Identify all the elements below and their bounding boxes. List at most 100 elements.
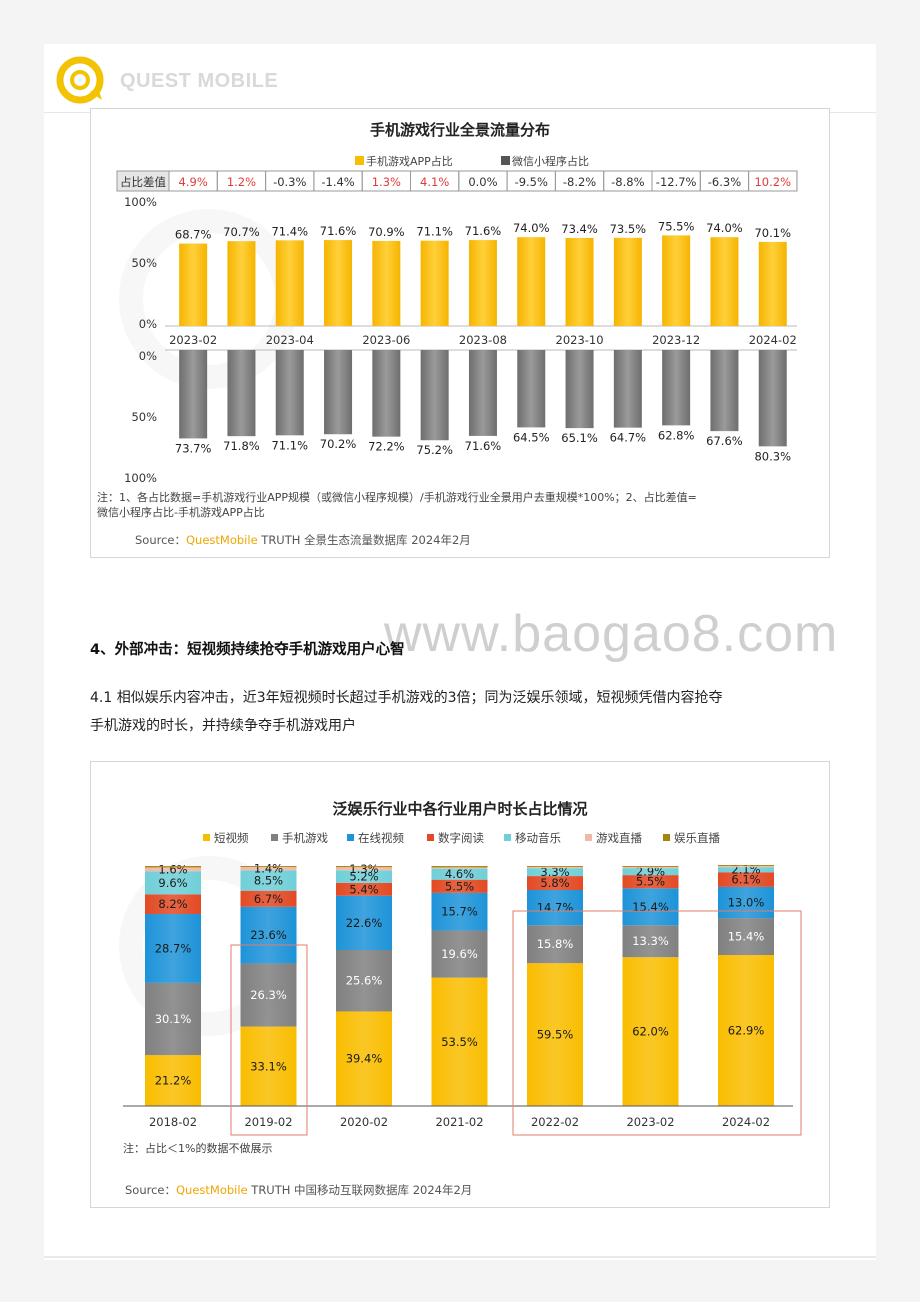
chart2-bars: 21.2% 30.1% 28.7% 8.2% 9.6%1.6% 33.1% 26.3% 23.… [145, 862, 774, 1106]
chart1-bar-app [613, 237, 642, 326]
chart1-bar-miniapp-label: 67.6% [706, 434, 743, 448]
chart1-bar-miniapp [324, 350, 353, 435]
chart2-bar-label: 28.7% [155, 941, 192, 955]
chart2-bar-segment [527, 876, 583, 890]
chart2-bar-label: 2.1% [731, 863, 760, 877]
site-watermark: www.baogao8.com [384, 605, 839, 663]
chart2-bar-segment [145, 914, 201, 983]
chart2-bar-label: 19.6% [441, 947, 478, 961]
chart1-bar-miniapp-label: 72.2% [368, 440, 405, 454]
chart2-bar-label: 6.7% [254, 892, 283, 906]
chart1-bar-miniapp-label: 75.2% [416, 443, 453, 457]
chart2-xtick-label: 2018-02 [149, 1115, 197, 1129]
chart2-xtick-label: 2022-02 [531, 1115, 579, 1129]
chart1-diff-value: 1.3% [372, 175, 401, 189]
chart2-bar-segment [336, 870, 392, 883]
chart1-bar-app [662, 235, 691, 326]
chart1-title: 手机游戏行业全景流量分布 [370, 121, 550, 139]
chart2-bar-segment [431, 868, 488, 880]
chart1-bar-miniapp [179, 350, 208, 439]
chart1-bar-miniapp [613, 350, 642, 428]
chart2-title: 泛娱乐行业中各行业用户时长占比情况 [332, 800, 587, 818]
chart1-bar-miniapp [517, 350, 546, 428]
chart2-bar-label: 5.8% [540, 876, 569, 890]
chart2-legend-label: 游戏直播 [596, 831, 642, 845]
chart1-bar-app-label: 70.7% [223, 225, 260, 239]
chart1-bar-miniapp-label: 80.3% [754, 449, 791, 463]
chart1-bar-app [710, 237, 739, 326]
chart2-bar-label: 14.7% [537, 901, 574, 915]
chart2-legend-swatch [271, 834, 278, 841]
chart1-top-axis: 100% 50% 0% 0% 50% 100% [124, 195, 797, 485]
chart2-bar-segment [240, 890, 297, 907]
chart2-legend-label: 手机游戏 [282, 831, 328, 845]
chart2-bar-segment [240, 866, 297, 871]
chart2-bar-segment [718, 918, 774, 956]
section-paragraph-line2: 手机游戏的时长，并持续争夺手机游戏用户 [90, 718, 356, 734]
chart2-legend-swatch [663, 834, 670, 841]
chart2-bar-segment [336, 866, 392, 868]
chart1-bar-miniapp-label: 65.1% [561, 431, 598, 445]
chart2-highlight-2022-2024 [512, 910, 802, 1136]
chart2-legend-label: 短视频 [214, 831, 249, 845]
chart1-legend-swatch-miniapp [501, 156, 510, 165]
chart1-bar-miniapp [758, 350, 787, 447]
chart2-legend-label: 数字阅读 [438, 831, 484, 845]
chart2-bar-label: 62.9% [728, 1024, 765, 1038]
chart2-bar-label: 4.6% [445, 867, 474, 881]
chart2-bar-segment [718, 955, 774, 1106]
chart1-diff-value: 4.1% [420, 175, 449, 189]
chart1-xtick-label: 2024-02 [749, 333, 797, 347]
chart1-diff-value: -6.3% [708, 175, 741, 189]
chart1-bar-miniapp [227, 350, 256, 437]
chart1-ytick-bottom-100: 100% [124, 471, 157, 485]
chart2-bar-label: 9.6% [158, 876, 187, 890]
chart1-bar-app [372, 240, 401, 326]
chart1-diff-value: 4.9% [179, 175, 208, 189]
chart2-bar-segment [240, 866, 297, 867]
section-heading: 4、外部冲击：短视频持续抢夺手机游戏用户心智 [90, 642, 405, 658]
chart2-highlight-2019 [230, 944, 308, 1136]
chart2-bar-label: 5.2% [349, 870, 378, 884]
chart2-bar-segment [431, 879, 488, 893]
chart2-bar-segment [336, 867, 392, 871]
chart2-bar-segment [145, 982, 201, 1056]
chart2-legend: 短视频 手机游戏 在线视频 数字阅读 移动音乐 游戏直播 娱乐直播 [203, 831, 720, 845]
chart2-bar-label: 5.5% [445, 879, 474, 893]
chart2-legend-swatch [427, 834, 434, 841]
chart2-legend-label: 移动音乐 [515, 831, 561, 845]
chart2-bar-label: 8.2% [158, 897, 187, 911]
chart1-bar-app-label: 70.9% [368, 225, 405, 239]
chart2-svg: 泛娱乐行业中各行业用户时长占比情况 短视频 手机游戏 在线视频 数字阅读 移动音乐 游戏直… [119, 800, 802, 1197]
chart2-bar-segment [336, 895, 392, 950]
chart1-bar-miniapp [662, 350, 691, 426]
chart1-bar-app-label: 71.6% [320, 224, 357, 238]
chart2-xtick-label: 2021-02 [435, 1115, 483, 1129]
chart1-xtick-label: 2023-12 [652, 333, 700, 347]
chart1-diff-value: 1.2% [227, 175, 256, 189]
chart2-legend-label: 在线视频 [358, 831, 404, 845]
page-footer-line [44, 1256, 876, 1258]
chart2-legend-swatch [203, 834, 210, 841]
chart1-bar-app [179, 243, 208, 326]
chart1-legend-label-miniapp: 微信小程序占比 [512, 154, 589, 168]
chart2-bar-segment [145, 866, 201, 868]
chart1-diff-value: -0.3% [273, 175, 306, 189]
questmobile-logo-icon [56, 56, 104, 104]
chart1-diff-label: 占比差值 [120, 175, 166, 189]
chart1-bar-miniapp-label: 64.5% [513, 430, 550, 444]
chart1-bar-miniapp [420, 350, 449, 441]
chart1-bar-miniapp [275, 350, 304, 436]
chart2-bar-label: 1.3% [349, 862, 378, 876]
logo-text: QUEST MOBILE [120, 70, 279, 92]
chart2-legend-swatch [585, 834, 592, 841]
chart1-bar-app [324, 240, 353, 326]
chart1-bar-app [227, 241, 256, 326]
chart1-bar-app [275, 240, 304, 326]
chart2-bar-segment [527, 868, 583, 877]
chart1-bars: 68.7% 73.7% 70.7% 71.8% 71.4% 71.1% 71.6% 70.2%… [175, 219, 791, 463]
chart2-bar-label: 5.5% [636, 875, 665, 889]
chart2-bar-segment [240, 870, 297, 891]
chart1-diff-value: -9.5% [515, 175, 548, 189]
chart2-legend-swatch [347, 834, 354, 841]
